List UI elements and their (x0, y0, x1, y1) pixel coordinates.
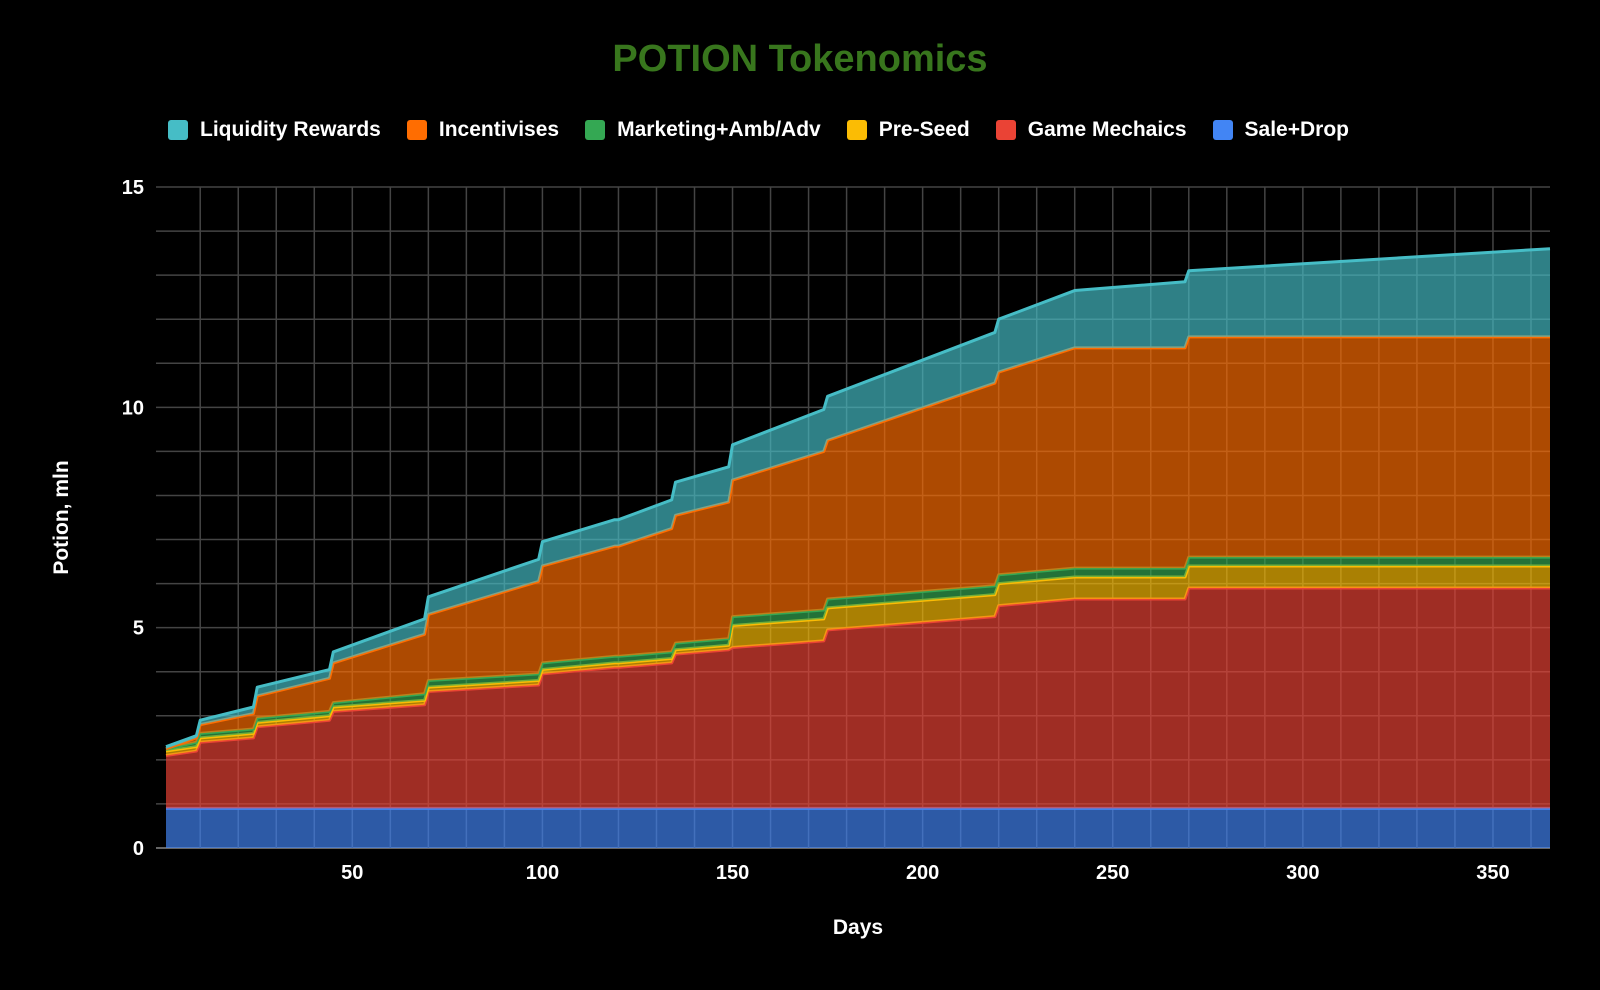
y-axis-title: Potion, mln (50, 460, 73, 574)
legend-label: Marketing+Amb/Adv (617, 118, 821, 141)
chart-legend: Liquidity Rewards Incentivises Marketing+A… (168, 118, 1349, 142)
x-tick-label: 50 (341, 862, 363, 884)
y-tick-label: 15 (122, 177, 144, 199)
series-area (166, 588, 1550, 809)
x-tick-label: 350 (1476, 862, 1509, 884)
legend-swatch (168, 120, 188, 140)
chart-title: POTION Tokenomics (612, 38, 988, 80)
x-tick-label: 100 (526, 862, 559, 884)
x-axis-title: Days (833, 916, 883, 939)
legend-swatch (846, 120, 867, 140)
legend-label: Sale+Drop (1244, 118, 1349, 141)
legend-item: Game Mechaics (995, 118, 1187, 142)
series-area (166, 565, 1550, 756)
y-tick-label: 10 (122, 397, 144, 419)
series-line (165, 247, 1551, 749)
series-area (166, 808, 1550, 848)
series-area (166, 248, 1550, 749)
legend-item: Liquidity Rewards (168, 118, 381, 142)
legend-swatch (1212, 120, 1233, 140)
x-tick-label: 300 (1286, 862, 1319, 884)
legend-item: Pre-Seed (846, 118, 970, 142)
series-areas (165, 247, 1551, 848)
x-tick-label: 250 (1096, 862, 1129, 884)
x-tick-label: 150 (716, 862, 749, 884)
x-tick-label: 200 (906, 862, 939, 884)
y-tick-label: 0 (133, 838, 144, 860)
legend-item: Incentivises (406, 118, 560, 142)
legend-item: Marketing+Amb/Adv (585, 118, 821, 142)
legend-label: Pre-Seed (878, 118, 970, 141)
legend-swatch (585, 120, 606, 140)
series-area (166, 336, 1550, 749)
legend-label: Incentivises (438, 118, 560, 141)
legend-label: Game Mechaics (1027, 118, 1187, 141)
legend-item: Sale+Drop (1212, 118, 1349, 142)
legend-label: Liquidity Rewards (200, 118, 381, 141)
legend-swatch (995, 120, 1016, 140)
legend-swatch (406, 120, 427, 140)
y-tick-label: 5 (133, 618, 144, 640)
